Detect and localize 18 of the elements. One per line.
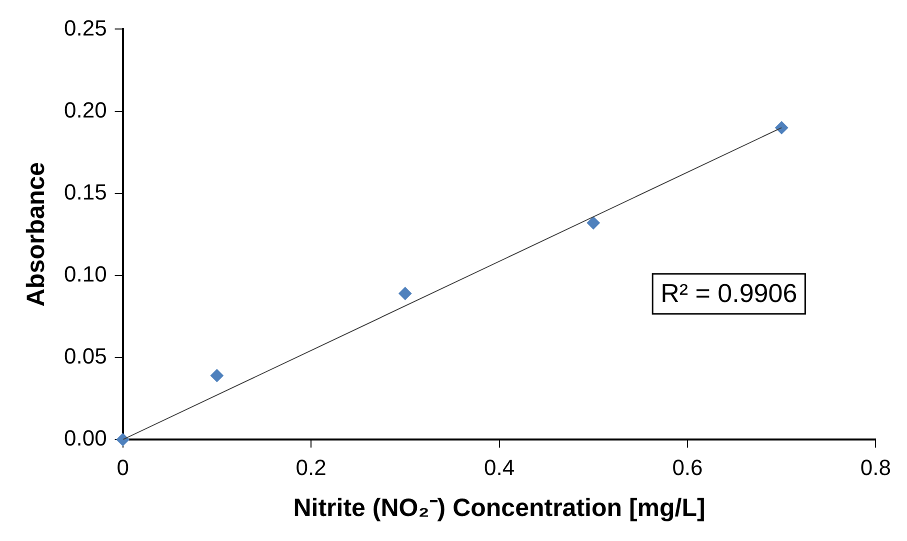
y-tick-label: 0.10	[64, 262, 107, 287]
point	[210, 369, 224, 382]
point	[775, 121, 788, 134]
y-axis-title: Absorbance	[22, 162, 50, 307]
x-tick-label: 0	[116, 454, 129, 480]
y-tick-label: 0.20	[64, 97, 107, 122]
x-tick-label: 0.2	[296, 454, 326, 480]
x-tick-label: 0.8	[860, 454, 892, 480]
x-tick-label: 0.4	[484, 454, 515, 480]
y-tick-label: 0.15	[64, 179, 107, 204]
point	[398, 287, 412, 300]
y-tick-label: 0.00	[64, 426, 107, 451]
y-tick-label: 0.25	[64, 15, 107, 40]
annotation: R² = 0.9906	[660, 278, 798, 308]
y-tick-label: 0.05	[64, 344, 107, 369]
x-axis-title: Nitrite (NO₂⁻) Concentration [mg/L]	[293, 494, 706, 522]
x-tick-label: 0.6	[672, 454, 703, 480]
point	[586, 216, 600, 230]
